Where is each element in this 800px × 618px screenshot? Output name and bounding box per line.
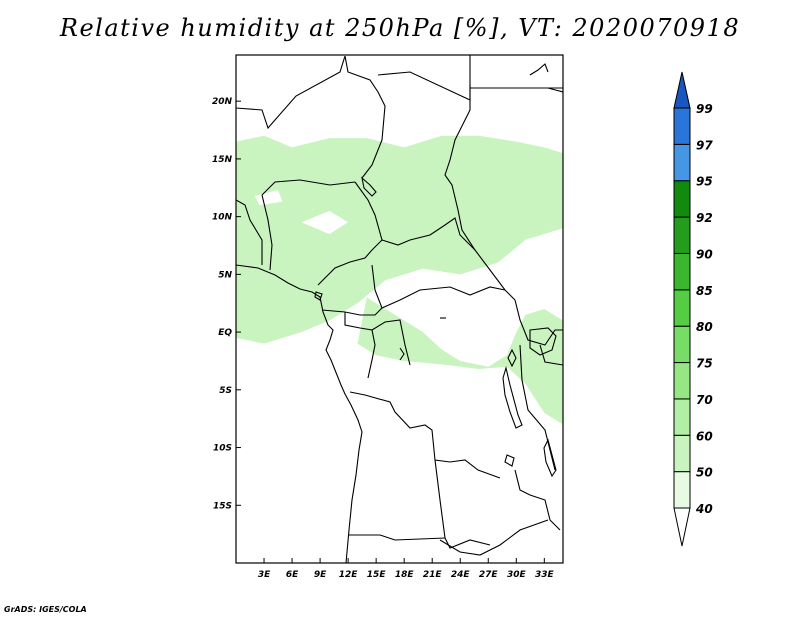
x-tick-label: 21E xyxy=(423,570,443,580)
lake-kivu xyxy=(507,348,517,368)
border-cameroon-gabon xyxy=(321,307,383,316)
colorbar-label: 95 xyxy=(696,175,713,189)
lake-victoria xyxy=(529,327,557,356)
colorbar: 40 50 60 70 75 80 85 90 92 95 97 99 xyxy=(673,71,713,547)
dry-patch-4 xyxy=(254,190,283,206)
y-tick-label: 5N xyxy=(218,270,232,280)
coastline-west xyxy=(236,264,363,563)
colorbar-bin xyxy=(673,398,691,436)
island-bioko xyxy=(314,291,323,301)
x-tick-label: 30E xyxy=(507,570,527,580)
border-drc-angola xyxy=(349,391,501,479)
colorbar-bin xyxy=(673,362,691,400)
border-south xyxy=(439,519,549,556)
colorbar-bin xyxy=(673,180,691,218)
border-niger-chad xyxy=(344,55,386,179)
y-tick-label: 5S xyxy=(219,386,232,396)
x-tick-label: 12E xyxy=(339,570,359,580)
x-tick-label: 33E xyxy=(535,570,555,580)
x-tick-label: 6E xyxy=(286,570,299,580)
y-tick-label: 15S xyxy=(213,501,232,511)
axes: 3E 6E 9E 12E 15E 18E 21E 24E 27E 30E 33E 20N 15N 10N 5… xyxy=(212,97,555,580)
map-title: Relative humidity at 250hPa [%], VT: 202… xyxy=(59,14,741,42)
colorbar-label: 85 xyxy=(696,284,713,298)
colorbar-bin xyxy=(673,434,691,473)
colorbar-bin xyxy=(673,107,691,145)
dry-patch-2 xyxy=(301,210,349,234)
lake-mweru xyxy=(504,454,515,467)
border-drc-north xyxy=(371,319,411,366)
x-tick-label: 18E xyxy=(395,570,415,580)
colorbar-label: 50 xyxy=(696,466,713,480)
colorbar-label: 99 xyxy=(696,102,713,116)
colorbar-upper-triangle xyxy=(673,71,691,109)
y-tick-label: EQ xyxy=(218,328,232,338)
x-tick-label: 24E xyxy=(451,570,471,580)
x-tick-label: 27E xyxy=(479,570,499,580)
colorbar-bin xyxy=(673,471,691,509)
colorbar-bin xyxy=(673,325,691,364)
border-mozambique xyxy=(514,469,561,531)
border-zambia xyxy=(434,459,491,549)
border-car-south xyxy=(371,264,506,309)
river-mark-1 xyxy=(399,347,405,361)
border-west-edge-2 xyxy=(261,194,273,271)
grads-credit: GrADS: IGES/COLA xyxy=(4,605,87,614)
border-libya-sudan xyxy=(377,55,471,101)
humid-region-2 xyxy=(357,297,563,425)
colorbar-bin xyxy=(673,252,691,291)
border-cameroon-car xyxy=(381,217,476,251)
lake-tanganyika xyxy=(502,365,523,429)
border-east-africa-2 xyxy=(539,344,563,366)
colorbar-label: 60 xyxy=(696,429,713,443)
border-sahel xyxy=(261,179,356,196)
humidity-shading xyxy=(236,135,563,425)
colorbar-bin xyxy=(673,289,691,327)
colorbar-label: 70 xyxy=(696,393,713,407)
colorbar-lower-triangle xyxy=(673,507,691,547)
y-tick-label: 10N xyxy=(212,213,233,223)
border-west-edge xyxy=(236,199,263,265)
border-chad-sudan xyxy=(444,85,516,301)
dry-patch-1 xyxy=(404,280,479,338)
border-east-africa xyxy=(514,299,563,346)
x-tick-label: 9E xyxy=(314,570,327,580)
colorbar-label: 80 xyxy=(696,320,713,334)
y-tick-label: 15N xyxy=(212,155,233,165)
lake-malawi xyxy=(543,438,557,478)
colorbar-label: 90 xyxy=(696,247,713,261)
country-borders xyxy=(236,55,563,563)
humid-region-1 xyxy=(236,135,563,344)
colorbar-label: 40 xyxy=(695,502,713,516)
x-tick-label: 3E xyxy=(258,570,271,580)
border-northeast xyxy=(540,87,563,93)
nile-mark xyxy=(529,63,549,76)
y-tick-label: 20N xyxy=(212,97,233,107)
border-angola-namibia xyxy=(348,534,446,541)
colorbar-label: 92 xyxy=(696,211,713,225)
plot-frame xyxy=(235,54,564,564)
colorbar-label: 97 xyxy=(696,138,713,152)
x-tick-label: 15E xyxy=(367,570,387,580)
colorbar-bin xyxy=(673,143,691,182)
dry-patch-3 xyxy=(506,262,531,292)
border-north-sahara xyxy=(236,55,346,130)
lake-chad xyxy=(361,176,377,197)
border-nigeria-cameroon xyxy=(317,181,383,286)
y-tick-label: 10S xyxy=(213,444,232,454)
colorbar-bin xyxy=(673,216,691,254)
colorbar-label: 75 xyxy=(696,357,713,371)
border-tanzania xyxy=(519,344,556,471)
